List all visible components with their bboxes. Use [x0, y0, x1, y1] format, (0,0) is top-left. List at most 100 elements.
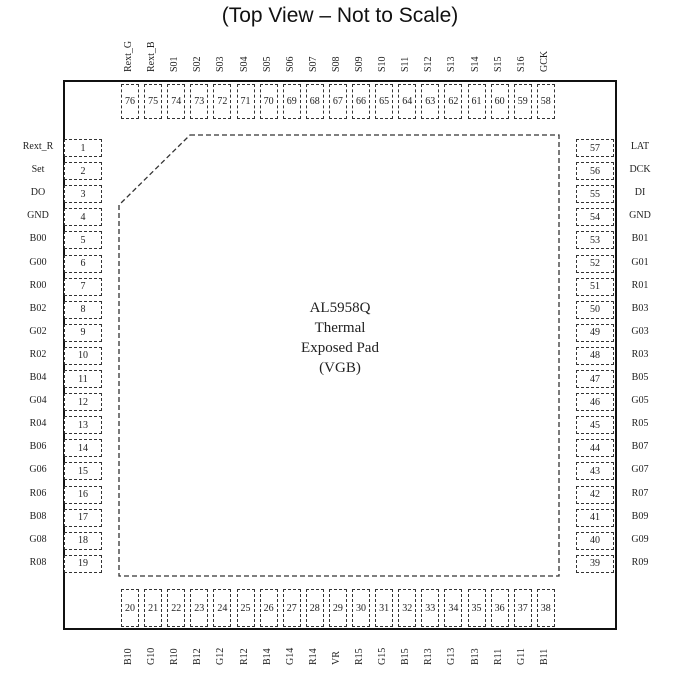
pin-label-B04: B04 [29, 372, 47, 383]
pin-74: 74 [167, 84, 186, 119]
pin-72: 72 [213, 84, 232, 119]
pin-54: 54 [576, 208, 614, 227]
pin-label-G14: G14 [284, 647, 296, 665]
pin-label-DCK: DCK [629, 164, 651, 176]
pin-label-G09: G09 [631, 533, 649, 545]
pin-label-R15: R15 [354, 648, 365, 665]
pin-59: 59 [513, 84, 532, 119]
pin-31: 31 [375, 589, 394, 627]
pin-label-G12: G12 [215, 647, 227, 665]
pin-46: 46 [576, 393, 614, 412]
pin-label-S01: S01 [169, 56, 181, 72]
pin-55: 55 [576, 185, 614, 204]
pin-62: 62 [444, 84, 463, 119]
pin-14: 14 [64, 439, 102, 458]
pin-10: 10 [64, 346, 102, 365]
pin-35: 35 [467, 589, 486, 627]
pin-label-GCK: GCK [538, 50, 550, 72]
pin-label-R06: R06 [29, 487, 47, 499]
pin-50: 50 [576, 300, 614, 319]
pin-36: 36 [490, 589, 509, 627]
pin-label-B12: B12 [192, 648, 204, 665]
exposed-pad-label: AL5958Q Thermal Exposed Pad (VGB) [240, 298, 440, 378]
pin-6: 6 [64, 254, 102, 273]
pin-42: 42 [576, 485, 614, 504]
pin-1: 1 [64, 139, 102, 157]
pin-label-S02: S02 [192, 56, 204, 72]
pin-9: 9 [64, 323, 102, 342]
pin-47: 47 [576, 370, 614, 388]
pin-label-S16: S16 [515, 56, 527, 72]
pin-label-VR: VR [330, 651, 342, 665]
pin-label-S05: S05 [261, 56, 273, 72]
pin-label-R14: R14 [307, 648, 319, 665]
pin-label-G01: G01 [631, 256, 649, 268]
pin-18: 18 [64, 531, 102, 550]
pin-label-Rext_G: Rext_G [123, 40, 134, 72]
pin-58: 58 [536, 84, 555, 119]
pin-30: 30 [352, 589, 370, 627]
pin-13: 13 [64, 416, 102, 435]
pin-38: 38 [536, 589, 555, 627]
pin-label-S12: S12 [423, 56, 435, 72]
pin-label-S11: S11 [400, 56, 412, 72]
pin-41: 41 [576, 508, 614, 527]
pin-label-DO: DO [30, 187, 46, 199]
pin-label-G05: G05 [631, 395, 649, 407]
pin-label-Set: Set [31, 164, 45, 176]
pin-label-G06: G06 [29, 464, 47, 476]
pin-label-B06: B06 [29, 441, 47, 453]
pin-label-S10: S10 [377, 56, 389, 72]
pin-15: 15 [64, 462, 102, 481]
pin-39: 39 [576, 554, 614, 573]
pin-71: 71 [236, 84, 255, 119]
pin-label-B01: B01 [631, 233, 649, 245]
pin-label-R03: R03 [631, 348, 649, 360]
pin-label-R02: R02 [29, 348, 47, 360]
pin-label-G11: G11 [515, 648, 527, 665]
pin-34: 34 [444, 589, 463, 627]
pin-label-S03: S03 [215, 56, 227, 72]
pin-57: 57 [576, 139, 614, 157]
pin-4: 4 [64, 208, 102, 227]
pin-label-GND: GND [27, 210, 49, 222]
pin-22: 22 [167, 589, 186, 627]
pin-label-G02: G02 [29, 325, 47, 337]
pin-label-R10: R10 [169, 648, 181, 665]
pin-37: 37 [513, 589, 532, 627]
pin-label-B09: B09 [631, 510, 649, 522]
pin-66: 66 [352, 84, 370, 119]
pin-26: 26 [259, 589, 278, 627]
pin-label-R04: R04 [29, 418, 47, 430]
pin-48: 48 [576, 346, 614, 365]
pin-19: 19 [64, 554, 102, 573]
pin-label-B13: B13 [469, 648, 481, 665]
pin-label-B02: B02 [29, 302, 47, 314]
pin-label-G10: G10 [146, 647, 158, 665]
pad-line: (VGB) [319, 360, 361, 376]
pin-45: 45 [576, 416, 614, 435]
pin-73: 73 [190, 84, 209, 119]
pin-32: 32 [398, 589, 417, 627]
pin-label-B14: B14 [261, 648, 273, 665]
pin-27: 27 [282, 589, 301, 627]
pin-label-S06: S06 [284, 56, 296, 72]
pin-label-S09: S09 [354, 56, 365, 72]
pin-label-G08: G08 [29, 533, 47, 545]
pin-21: 21 [144, 589, 163, 627]
pin-label-R09: R09 [631, 556, 649, 568]
pin-2: 2 [64, 162, 102, 181]
pin-52: 52 [576, 254, 614, 273]
pin-label-B00: B00 [29, 233, 47, 245]
pin-label-R01: R01 [631, 279, 649, 291]
pin-label-B11: B11 [538, 648, 550, 665]
pin-label-S04: S04 [238, 56, 250, 72]
pin-label-G00: G00 [29, 256, 47, 268]
pin-43: 43 [576, 462, 614, 481]
pin-label-S14: S14 [469, 56, 481, 72]
pin-label-R05: R05 [631, 418, 649, 430]
pin-61: 61 [467, 84, 486, 119]
pin-label-R13: R13 [423, 648, 435, 665]
pin-64: 64 [398, 84, 417, 119]
